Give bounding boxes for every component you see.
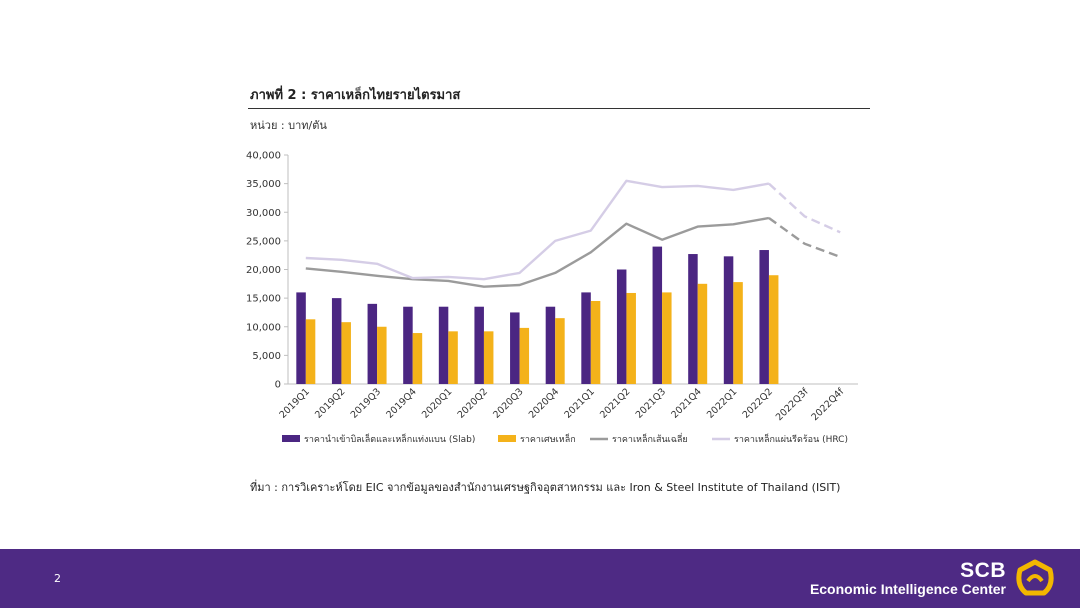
bar-slab-2020q4 [545, 306, 556, 384]
brand-name: SCB [960, 559, 1006, 582]
y-tick-label: 20,000 [246, 265, 281, 276]
x-tick-label: 2021Q4 [669, 386, 703, 420]
source-note: ที่มา : การวิเคราะห์โดย EIC จากข้อมูลของ… [250, 481, 841, 494]
bar-scrap-2019q3 [377, 326, 387, 384]
y-tick-label: 0 [275, 380, 281, 391]
legend-swatch [282, 435, 300, 442]
scb-logo-icon [1016, 559, 1054, 596]
unit-label: หน่วย : บาท/ตัน [250, 119, 327, 132]
bar-scrap-2020q2 [483, 331, 494, 384]
brand-subtitle: Economic Intelligence Center [809, 581, 1006, 597]
bar-scrap-2019q4 [412, 333, 423, 384]
footer-bar: 2 SCB Economic Intelligence Center [0, 549, 1080, 608]
x-tick-label: 2020Q2 [456, 386, 490, 420]
bar-slab-2022q1 [723, 256, 734, 384]
legend-label: ราคาเศษเหล็ก [520, 432, 576, 445]
x-tick-label: 2019Q2 [313, 386, 347, 420]
bar-slab-2019q4 [403, 306, 413, 384]
bar-scrap-2020q1 [448, 331, 458, 384]
x-tick-label: 2021Q1 [562, 386, 596, 420]
x-tick-label: 2020Q4 [527, 386, 561, 420]
bar-slab-2019q2 [331, 298, 342, 384]
bar-scrap-2021q4 [697, 283, 708, 384]
bar-slab-2020q3 [510, 312, 520, 384]
x-tick-label: 2022Q3f [774, 386, 811, 423]
chart-title: ภาพที่ 2 : ราคาเหล็กไทยรายไตรมาส [250, 88, 461, 103]
line-rebar-forecast [768, 217, 841, 259]
bar-slab-2021q2 [616, 269, 627, 384]
x-tick-label: 2021Q2 [598, 386, 632, 420]
bar-slab-2021q1 [581, 292, 591, 384]
legend-label: ราคาเหล็กแผ่นรีดร้อน (HRC) [734, 432, 848, 445]
x-tick-label: 2022Q4f [810, 386, 847, 423]
x-tick-label: 2020Q3 [491, 386, 525, 420]
bar-scrap-2021q2 [626, 292, 636, 384]
legend-swatch [498, 435, 516, 442]
y-tick-label: 35,000 [246, 179, 281, 190]
bar-slab-2019q3 [367, 303, 378, 384]
line-rebar [305, 216, 770, 288]
bar-slab-2020q2 [474, 306, 484, 384]
y-tick-label: 10,000 [246, 322, 281, 333]
legend-label: ราคาเหล็กเส้นเฉลี่ย [612, 432, 688, 445]
bar-slab-2021q3 [652, 246, 663, 384]
bar-scrap-2021q3 [662, 292, 672, 384]
bar-scrap-2019q1 [305, 319, 316, 384]
y-tick-label: 25,000 [246, 236, 281, 247]
y-tick-label: 30,000 [246, 208, 281, 219]
bar-slab-2019q1 [296, 292, 306, 384]
x-tick-label: 2020Q1 [420, 386, 454, 420]
x-tick-label: 2022Q1 [705, 386, 739, 420]
line-hrc [305, 179, 770, 281]
x-tick-label: 2019Q3 [349, 386, 383, 420]
bar-slab-2020q1 [438, 306, 449, 384]
y-tick-label: 15,000 [246, 294, 281, 305]
x-tick-label: 2019Q1 [277, 386, 311, 420]
bar-slab-2022q2 [759, 250, 769, 384]
bar-scrap-2020q3 [519, 327, 530, 384]
legend-label: ราคานำเข้าบิลเล็ตและเหล็กแท่งแบน (Slab) [304, 432, 475, 445]
bar-scrap-2021q1 [590, 300, 601, 384]
bar-scrap-2020q4 [555, 318, 565, 384]
bar-scrap-2019q2 [341, 322, 351, 384]
bar-scrap-2022q1 [733, 282, 743, 384]
bar-slab-2021q4 [688, 254, 698, 384]
line-hrc-forecast [768, 182, 841, 234]
y-tick-label: 40,000 [246, 151, 281, 162]
bar-scrap-2022q2 [768, 275, 779, 384]
title-divider [248, 108, 870, 109]
x-tick-label: 2019Q4 [384, 386, 418, 420]
x-tick-label: 2022Q2 [741, 386, 775, 420]
steel-price-chart: 0 5,000 10,000 15,000 20,000 25,000 30,000 35,0… [246, 151, 858, 445]
page-number: 2 [54, 572, 61, 585]
x-tick-label: 2021Q3 [634, 386, 668, 420]
y-tick-label: 5,000 [252, 351, 281, 362]
